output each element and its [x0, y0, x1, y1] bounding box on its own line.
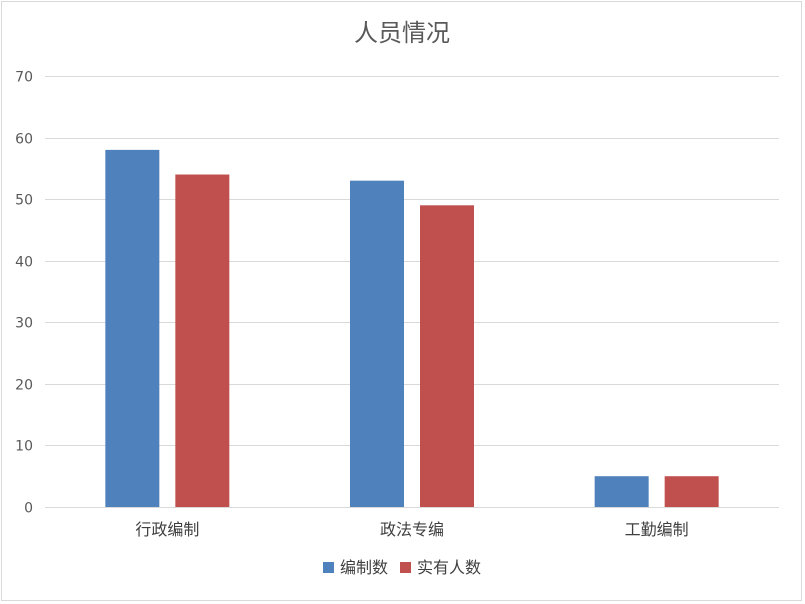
- y-tick-label: 70: [15, 70, 33, 86]
- x-category-label: 政法专编: [380, 520, 444, 539]
- y-axis: 0 10 20 30 40 50 60 70: [15, 70, 33, 517]
- y-tick-label: 10: [15, 439, 33, 455]
- legend-label: 编制数: [340, 558, 388, 577]
- y-tick-label: 30: [15, 316, 33, 332]
- y-tick-label: 0: [24, 501, 33, 517]
- bar-bianzhi-1: [350, 180, 404, 507]
- y-tick-label: 50: [15, 193, 33, 209]
- chart-title: 人员情况: [354, 19, 450, 47]
- bars: [105, 149, 719, 508]
- bar-shiyou-2: [664, 476, 719, 507]
- legend: 编制数 实有人数: [323, 558, 481, 577]
- legend-swatch: [400, 562, 411, 573]
- legend-label: 实有人数: [417, 558, 481, 577]
- bar-shiyou-0: [175, 174, 230, 507]
- x-axis: 行政编制 政法专编 工勤编制: [135, 520, 688, 539]
- legend-swatch: [323, 562, 334, 573]
- y-tick-label: 20: [15, 378, 33, 394]
- bar-bianzhi-2: [594, 476, 649, 507]
- gridlines: [45, 76, 779, 508]
- y-tick-label: 40: [15, 255, 33, 271]
- y-tick-label: 60: [15, 132, 33, 148]
- x-category-label: 工勤编制: [625, 520, 689, 539]
- bar-bianzhi-0: [105, 149, 160, 507]
- x-category-label: 行政编制: [135, 520, 199, 539]
- bar-shiyou-1: [420, 205, 474, 508]
